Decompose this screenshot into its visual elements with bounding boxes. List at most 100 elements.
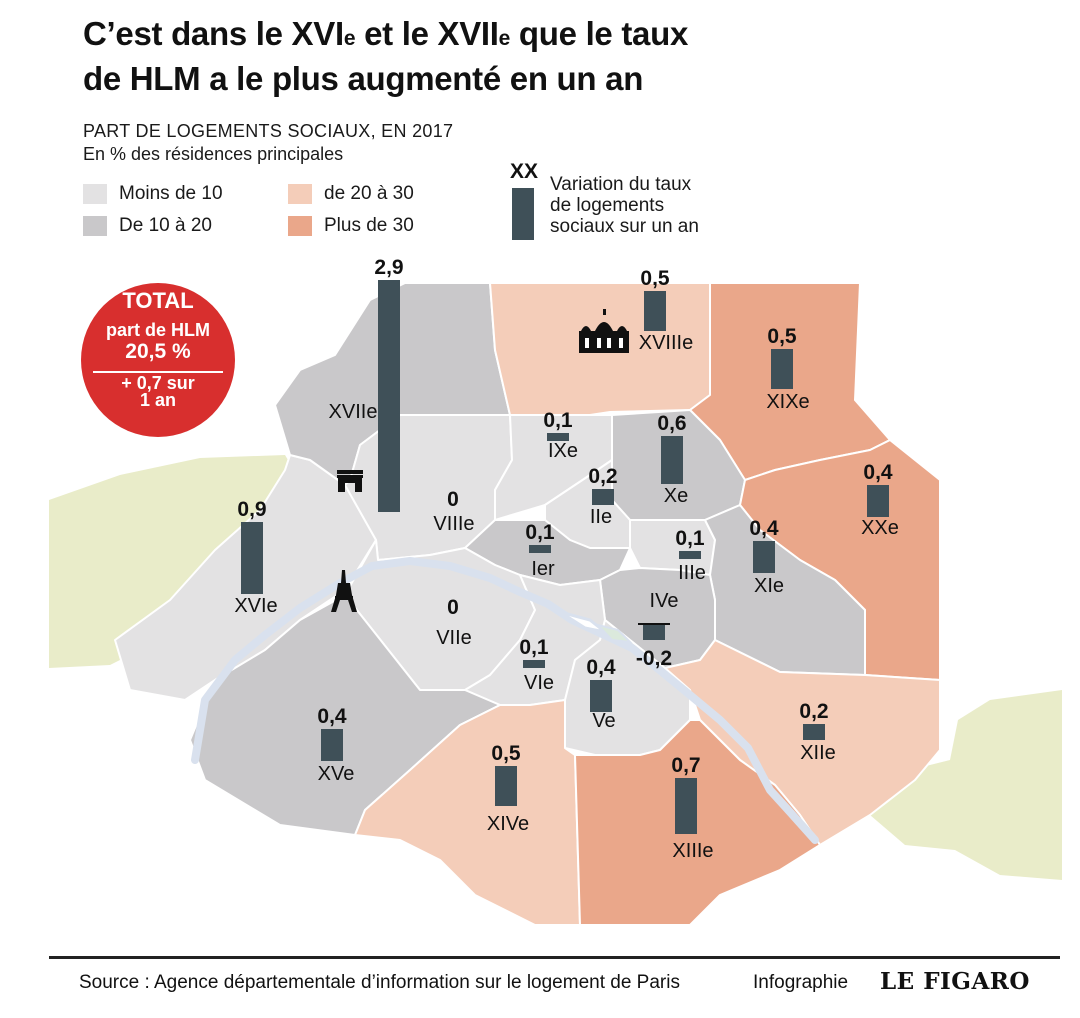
bois-de-boulogne (49, 455, 300, 668)
arrondissement-name-xviie: XVIIe (329, 401, 378, 423)
variation-bar-ve (590, 680, 612, 712)
variation-bar-xive (495, 766, 517, 806)
legend-label: de 20 à 30 (324, 183, 414, 204)
arrondissement-name-xie: XIe (754, 575, 784, 597)
variation-bar-ier (529, 545, 551, 553)
variation-bar-xxe (867, 485, 889, 517)
arr-13-shape (574, 719, 821, 926)
page-title: C’est dans le XVIe et le XVIIe que le ta… (83, 14, 843, 99)
variation-value-ve: 0,4 (586, 656, 616, 679)
legend-swatch (83, 216, 107, 236)
bois-de-vincennes (865, 690, 1062, 880)
variation-text-line: Variation du taux (550, 174, 692, 195)
legend-swatch (83, 184, 107, 204)
total-badge-divider (93, 371, 223, 373)
title-part: que le taux (510, 15, 689, 52)
arrondissement-labels: 0,1Ier0,2IIe0,1IIIe-0,2IVe0,4Ve0,1VIe0VI… (234, 256, 899, 862)
arrondissement-name-iiie: IIIe (678, 562, 706, 584)
eiffel-tower-icon (331, 570, 357, 612)
footer-divider (49, 956, 1060, 959)
arrondissement-name-xe: Xe (664, 485, 688, 507)
arrondissement-name-viiie: VIIIe (433, 513, 474, 535)
total-badge-variation: + 0,7 sur 1 an (81, 373, 235, 410)
variation-bar-xviiie (644, 291, 666, 331)
arrondissement-name-xxe: XXe (861, 517, 899, 539)
variation-value-ixe: 0,1 (543, 409, 573, 432)
variation-text: Variation du taux de logements sociaux s… (550, 174, 750, 237)
arrondissement-name-xviiie: XVIIIe (639, 332, 693, 354)
total-badge-variation-line: + 0,7 sur (121, 373, 195, 393)
variation-value-ive: -0,2 (636, 647, 672, 670)
legend-title: PART DE LOGEMENTS SOCIAUX, EN 2017 (83, 121, 454, 141)
arr-14-shape (354, 699, 581, 926)
variation-bar-swatch (512, 188, 534, 240)
variation-value-iiie: 0,1 (675, 527, 705, 550)
variation-value-xvie: 0,9 (237, 498, 266, 521)
arrondissement-name-xvie: XVIe (234, 595, 277, 617)
variation-value-iie: 0,2 (588, 465, 617, 488)
variation-bar-xixe (771, 349, 793, 389)
variation-value-xviie: 2,9 (374, 256, 403, 279)
variation-bar-ive (643, 624, 665, 640)
arrondissement-name-ive: IVe (650, 590, 679, 612)
legend-swatch (288, 216, 312, 236)
variation-bar-xe (661, 436, 683, 484)
variation-value-ier: 0,1 (525, 521, 555, 544)
title-part: C’est dans le XVI (83, 15, 344, 52)
arrondissement-name-xive: XIVe (487, 813, 529, 835)
variation-value-xe: 0,6 (657, 412, 686, 435)
title-sup: e (498, 27, 511, 50)
arrondissement-name-xiiie: XIIIe (672, 840, 713, 862)
variation-value-xve: 0,4 (317, 705, 347, 728)
variation-bar-iie (592, 489, 614, 505)
legend-item-20-a-30: de 20 à 30 (288, 183, 414, 205)
variation-value-xive: 0,5 (491, 742, 521, 765)
total-badge-label: part de HLM (105, 320, 210, 340)
variation-value-xie: 0,4 (749, 517, 779, 540)
variation-bar-xiiie (675, 778, 697, 834)
variation-value-xviiie: 0,5 (640, 267, 670, 290)
legend-item-10-a-20: De 10 à 20 (83, 215, 212, 237)
legend-item-moins-de-10: Moins de 10 (83, 183, 223, 205)
variation-bar-xve (321, 729, 343, 761)
le-figaro-logo: LE FIGARO (880, 968, 1030, 995)
variation-value-xiiie: 0,7 (671, 754, 700, 777)
legend-subtitle: En % des résidences principales (83, 144, 344, 164)
variation-value-viie: 0 (447, 596, 459, 619)
variation-symbol: XX (509, 160, 538, 183)
arrondissement-name-xve: XVe (318, 763, 355, 785)
variation-bar-iiie (679, 551, 701, 559)
variation-bar-xviie (378, 280, 400, 512)
arrondissement-name-ixe: IXe (548, 440, 578, 462)
ile-de-la-cite (594, 623, 633, 644)
total-badge-title: TOTAL (122, 288, 194, 313)
variation-bar-xie (753, 541, 775, 573)
variation-value-xxe: 0,4 (863, 461, 893, 484)
variation-bar-xvie (241, 522, 263, 594)
variation-bars (241, 280, 889, 834)
total-badge-variation-line: 1 an (139, 390, 177, 410)
variation-value-xixe: 0,5 (767, 325, 797, 348)
sacre-coeur-icon (579, 309, 629, 353)
source-text: Source : Agence départementale d’informa… (79, 972, 680, 993)
variation-value-vie: 0,1 (519, 636, 549, 659)
legend-item-plus-de-30: Plus de 30 (288, 215, 414, 237)
arrondissement-name-xixe: XIXe (766, 391, 809, 413)
variation-value-viiie: 0 (447, 488, 459, 511)
variation-text-line: sociaux sur un an (550, 216, 699, 237)
seine-river (191, 557, 819, 844)
arrondissement-name-ve: Ve (592, 710, 615, 732)
title-part: et le XVII (355, 15, 499, 52)
variation-text-line: de logements (550, 195, 665, 216)
variation-bar-xiie (803, 724, 825, 740)
legend-swatch (288, 184, 312, 204)
arrondissement-name-xiie: XIIe (800, 742, 836, 764)
arrondissement-name-viie: VIIe (436, 627, 472, 649)
legend-label: De 10 à 20 (119, 215, 212, 236)
arrondissement-name-vie: VIe (524, 672, 554, 694)
legend-label: Plus de 30 (324, 215, 414, 236)
arc-de-triomphe-icon (337, 470, 363, 492)
variation-bar-ixe (547, 433, 569, 441)
total-badge: TOTAL part de HLM 20,5 % + 0,7 sur 1 an (81, 283, 235, 437)
